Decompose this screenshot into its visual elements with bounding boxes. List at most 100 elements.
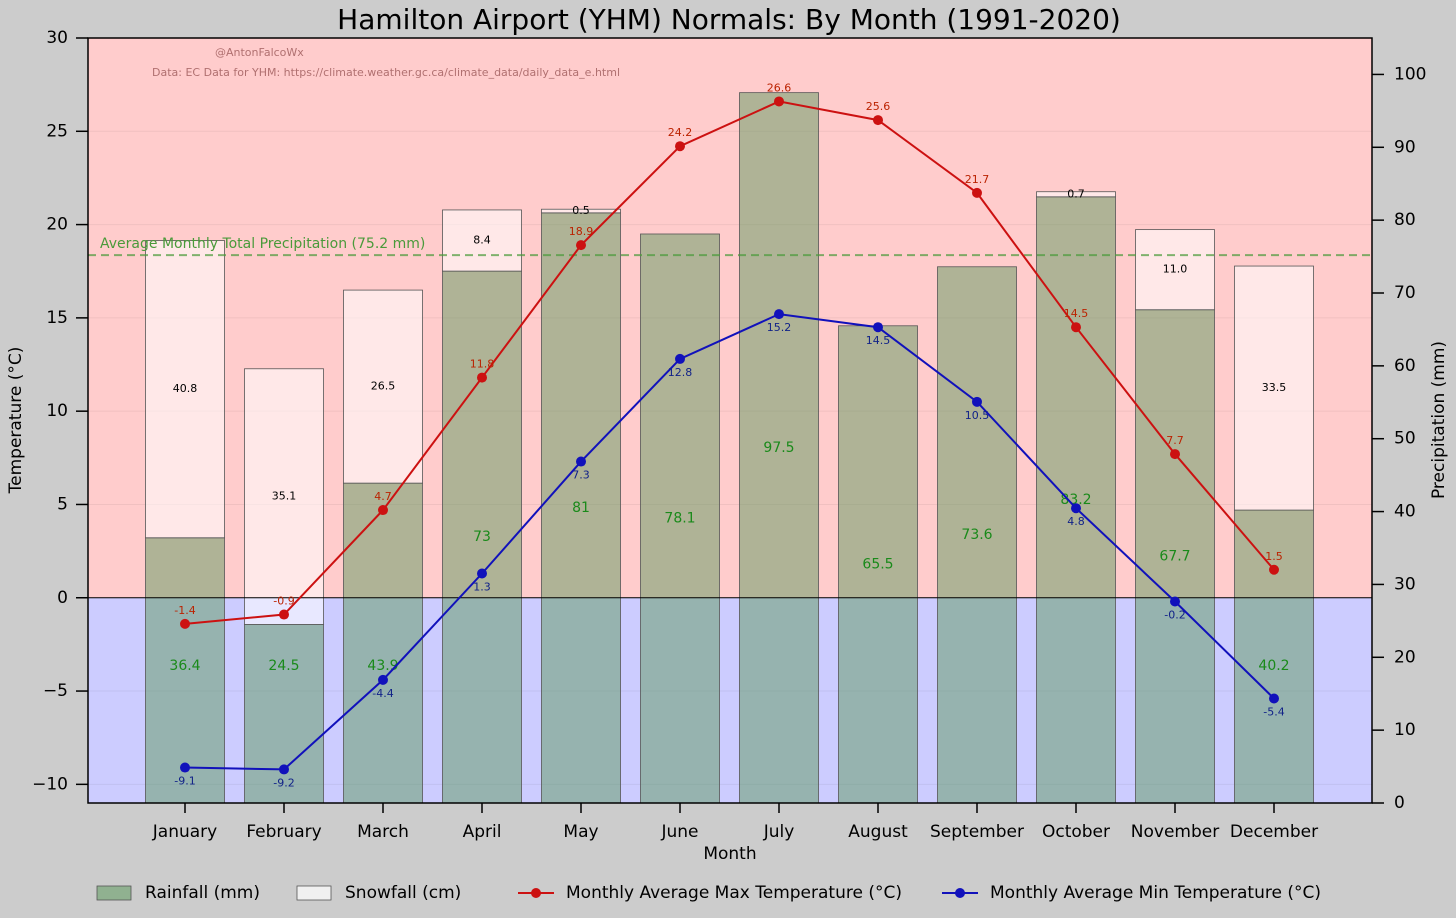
data-label: 1.3 — [473, 581, 491, 594]
legend-label: Monthly Average Max Temperature (°C) — [566, 883, 902, 903]
plot-frame — [87, 37, 1373, 804]
bar — [1036, 191, 1116, 198]
bar — [1135, 309, 1215, 804]
data-label: 14.5 — [1064, 307, 1089, 320]
x-tick-label: July — [763, 822, 795, 842]
data-label: 21.7 — [965, 173, 990, 186]
data-label: 24.2 — [668, 126, 693, 139]
y-tick-label: 25 — [46, 121, 68, 141]
x-tick-label: March — [357, 822, 409, 842]
bar — [343, 482, 423, 804]
data-label: 36.4 — [169, 658, 200, 674]
point — [279, 764, 289, 775]
point — [1170, 449, 1180, 460]
bar — [1135, 229, 1215, 311]
data-label: 43.9 — [367, 658, 398, 674]
data-label: 26.5 — [371, 380, 396, 393]
bar — [541, 208, 621, 214]
y2-tick-label: 60 — [1394, 356, 1416, 376]
y2-tick-label: 90 — [1394, 137, 1416, 157]
x-tick-label: April — [463, 822, 502, 842]
point — [675, 141, 685, 152]
point — [477, 568, 487, 579]
bar — [1234, 265, 1314, 511]
point — [378, 674, 388, 685]
point — [675, 353, 685, 364]
bar — [244, 368, 324, 625]
credit: @AntonFalcoWx — [215, 46, 304, 59]
bar — [145, 240, 225, 539]
point — [1071, 322, 1081, 333]
data-label: 25.6 — [866, 100, 891, 113]
y-tick-label: 20 — [46, 215, 68, 235]
point — [279, 609, 289, 620]
bar — [1234, 509, 1314, 804]
y2-tick-label: 70 — [1394, 283, 1416, 303]
y2-tick-label: 50 — [1394, 429, 1416, 449]
data-label: 73 — [473, 529, 491, 545]
bar — [442, 270, 522, 804]
point — [180, 618, 190, 629]
data-label: 18.9 — [569, 225, 594, 238]
y-tick-label: −5 — [43, 681, 68, 701]
x-tick-label: May — [563, 822, 598, 842]
point — [972, 187, 982, 198]
data-label: -9.1 — [174, 775, 195, 788]
data-label: -1.4 — [174, 604, 195, 617]
y2-tick-label: 100 — [1394, 64, 1426, 84]
data-label: 14.5 — [866, 334, 891, 347]
legend-swatch — [296, 885, 332, 901]
reference-label: Average Monthly Total Precipitation (75.… — [100, 236, 425, 252]
point — [1269, 693, 1279, 704]
y-tick-label: 5 — [57, 494, 68, 514]
point — [1269, 564, 1279, 575]
data-label: 0.7 — [1067, 187, 1085, 200]
data-label: 67.7 — [1159, 548, 1190, 564]
legend-label: Monthly Average Min Temperature (°C) — [990, 883, 1321, 903]
data-label: 10.5 — [965, 409, 990, 422]
data-label: 81 — [572, 500, 590, 516]
bar — [640, 233, 720, 804]
data-label: 7.7 — [1166, 434, 1184, 447]
legend-label: Rainfall (mm) — [145, 883, 260, 903]
data-label: 33.5 — [1262, 381, 1287, 394]
data-label: 1.5 — [1265, 550, 1283, 563]
point — [180, 762, 190, 773]
bar — [343, 289, 423, 484]
data-label: 4.8 — [1067, 515, 1085, 528]
chart-title: Hamilton Airport (YHM) Normals: By Month… — [337, 3, 1121, 36]
line — [184, 100, 1275, 625]
point — [972, 396, 982, 407]
data-label: 40.8 — [173, 382, 198, 395]
y-tick-label: 0 — [57, 588, 68, 608]
y-tick-label: 15 — [46, 308, 68, 328]
y2-tick-label: 40 — [1394, 502, 1416, 522]
point — [378, 505, 388, 516]
point — [576, 240, 586, 251]
point — [1170, 596, 1180, 607]
x-axis-label: Month — [703, 844, 756, 864]
data-label: 35.1 — [272, 490, 297, 503]
x-tick-label: June — [660, 822, 698, 842]
y2-axis-label: Precipitation (mm) — [1429, 341, 1449, 499]
point — [576, 456, 586, 467]
data-label: -0.2 — [1164, 608, 1185, 621]
x-tick-label: August — [848, 822, 908, 842]
y-tick-label: 30 — [46, 28, 68, 48]
x-tick-label: January — [152, 822, 217, 842]
data-label: 11.0 — [1163, 263, 1188, 276]
x-tick-label: October — [1042, 822, 1110, 842]
y-tick-label: −10 — [32, 774, 68, 794]
data-label: 4.7 — [374, 490, 392, 503]
point — [774, 309, 784, 320]
data-label: -0.9 — [273, 595, 294, 608]
legend-swatch — [96, 885, 132, 901]
data-label: -5.4 — [1263, 706, 1284, 719]
bar — [838, 325, 918, 804]
data-label: 83.2 — [1060, 492, 1091, 508]
x-tick-label: November — [1131, 822, 1219, 842]
data-label: 11.8 — [470, 358, 495, 371]
data-label: 24.5 — [268, 658, 299, 674]
y2-tick-label: 0 — [1394, 793, 1405, 813]
